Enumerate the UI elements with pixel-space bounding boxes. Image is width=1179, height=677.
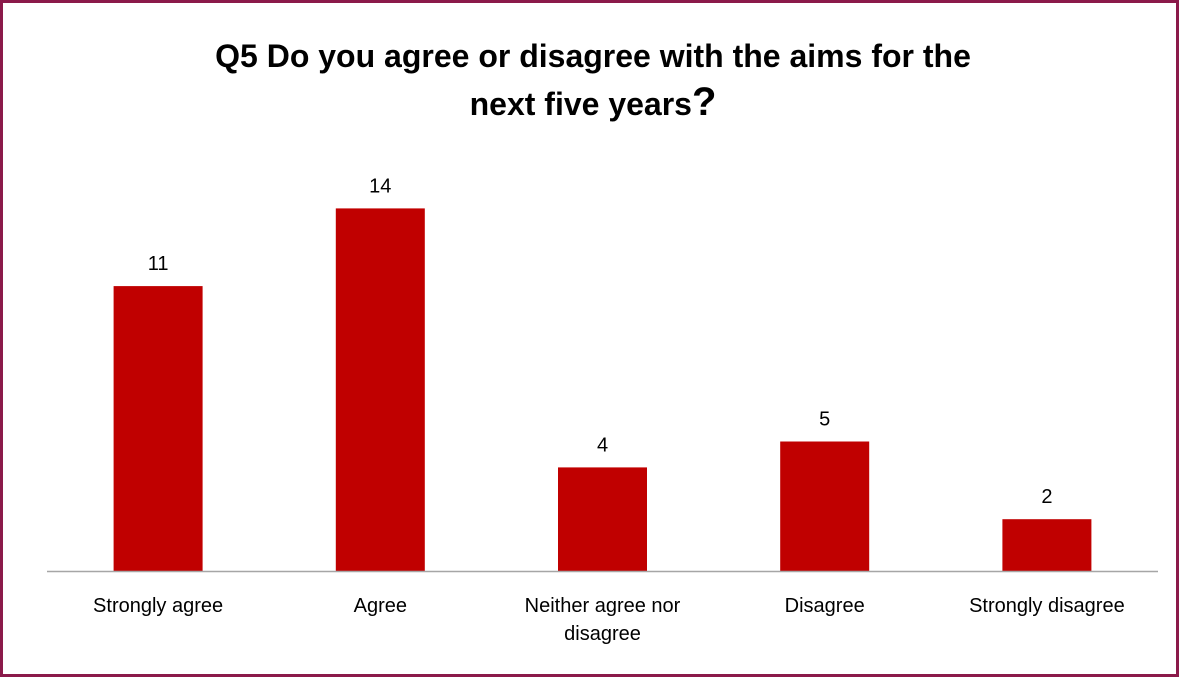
value-label-4: 2: [1041, 486, 1052, 508]
bar-0: [113, 286, 203, 571]
category-label-3: Disagree: [785, 595, 865, 617]
chart-title-line-2-wrap: next five years?: [123, 79, 1063, 127]
chart-title-line-1: Q5 Do you agree or disagree with the aim…: [215, 38, 971, 74]
bar-1: [335, 208, 425, 571]
chart-title: Q5 Do you agree or disagree with the aim…: [123, 33, 1063, 127]
category-label-2-line-0: Neither agree nor: [525, 595, 681, 617]
category-label-1: Agree: [354, 595, 407, 617]
category-label-0-line-0: Strongly agree: [93, 595, 223, 617]
bar-3: [780, 441, 870, 571]
category-label-2: Neither agree nor disagree: [525, 595, 681, 645]
value-labels-group: 11 14 4 5 2: [148, 175, 1053, 508]
category-label-3-line-0: Disagree: [785, 595, 865, 617]
bars-group: [113, 208, 1092, 571]
value-label-0: 11: [148, 253, 169, 275]
category-label-2-line-1: disagree: [564, 623, 641, 645]
value-label-1: 14: [369, 175, 391, 197]
category-label-4: Strongly disagree: [969, 595, 1125, 617]
value-label-3: 5: [819, 409, 830, 431]
category-label-4-line-0: Strongly disagree: [969, 595, 1125, 617]
bar-2: [558, 467, 647, 571]
category-labels-group: Strongly agree Agree Neither agree nor disa…: [93, 595, 1125, 645]
category-label-1-line-0: Agree: [354, 595, 407, 617]
chart-title-question-mark: ?: [691, 80, 717, 124]
value-label-2: 4: [597, 434, 608, 456]
category-label-0: Strongly agree: [93, 595, 223, 617]
chart-title-line-2: next five years: [469, 86, 692, 122]
bar-4: [1002, 519, 1092, 571]
